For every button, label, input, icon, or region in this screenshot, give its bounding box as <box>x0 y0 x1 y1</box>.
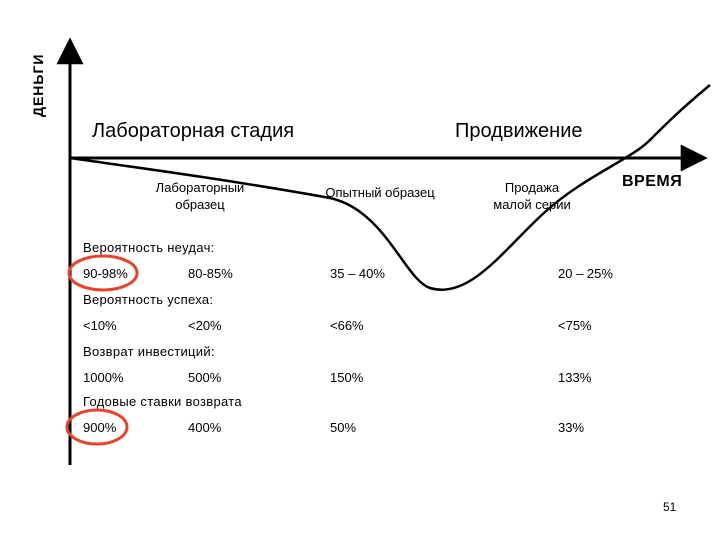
highlight-ellipse-annual-return <box>65 408 129 446</box>
money-curve <box>69 84 711 291</box>
value-roi-small-series: 133% <box>558 370 592 385</box>
page-number: 51 <box>663 500 677 514</box>
y-axis-label: ДЕНЬГИ <box>30 53 46 117</box>
row-header-success: Вероятность успеха: <box>83 292 214 307</box>
value-success-prototype: <66% <box>330 318 364 333</box>
value-annual-return-lab-sample: 400% <box>188 420 222 435</box>
value-roi-prototype: 150% <box>330 370 364 385</box>
value-failure-prototype: 35 – 40% <box>330 266 385 281</box>
substage-lab-sample-line2: образец <box>175 197 225 212</box>
value-failure-small-series: 20 – 25% <box>558 266 613 281</box>
substage-lab-sample: Лабораторный образец <box>140 179 260 213</box>
row-header-failure: Вероятность неудач: <box>83 240 215 255</box>
substage-small-series: Продажа малой серии <box>472 179 592 213</box>
x-axis-label: ВРЕМЯ <box>622 173 683 190</box>
value-success-lab: <10% <box>83 318 117 333</box>
value-failure-lab: 90-98% <box>83 266 128 281</box>
substage-small-series-line2: малой серии <box>493 197 571 212</box>
value-success-lab-sample: <20% <box>188 318 222 333</box>
value-failure-lab-sample: 80-85% <box>188 266 233 281</box>
value-annual-return-prototype: 50% <box>330 420 357 435</box>
substage-lab-sample-line1: Лабораторный <box>155 180 245 195</box>
stage-promotion-title: Продвижение <box>455 120 583 142</box>
value-annual-return-lab: 900% <box>83 420 117 435</box>
value-success-small-series: <75% <box>558 318 592 333</box>
row-header-annual-return: Годовые ставки возврата <box>83 394 242 409</box>
substage-prototype: Опытный образец <box>325 185 435 200</box>
value-roi-lab-sample: 500% <box>188 370 222 385</box>
value-annual-return-small-series: 33% <box>558 420 585 435</box>
stage-lab-title: Лабораторная стадия <box>92 120 295 142</box>
highlight-ellipse-failure <box>67 254 139 292</box>
substage-small-series-line1: Продажа <box>504 180 560 195</box>
value-roi-lab: 1000% <box>83 370 124 385</box>
row-header-roi: Возврат инвестиций: <box>83 344 215 359</box>
